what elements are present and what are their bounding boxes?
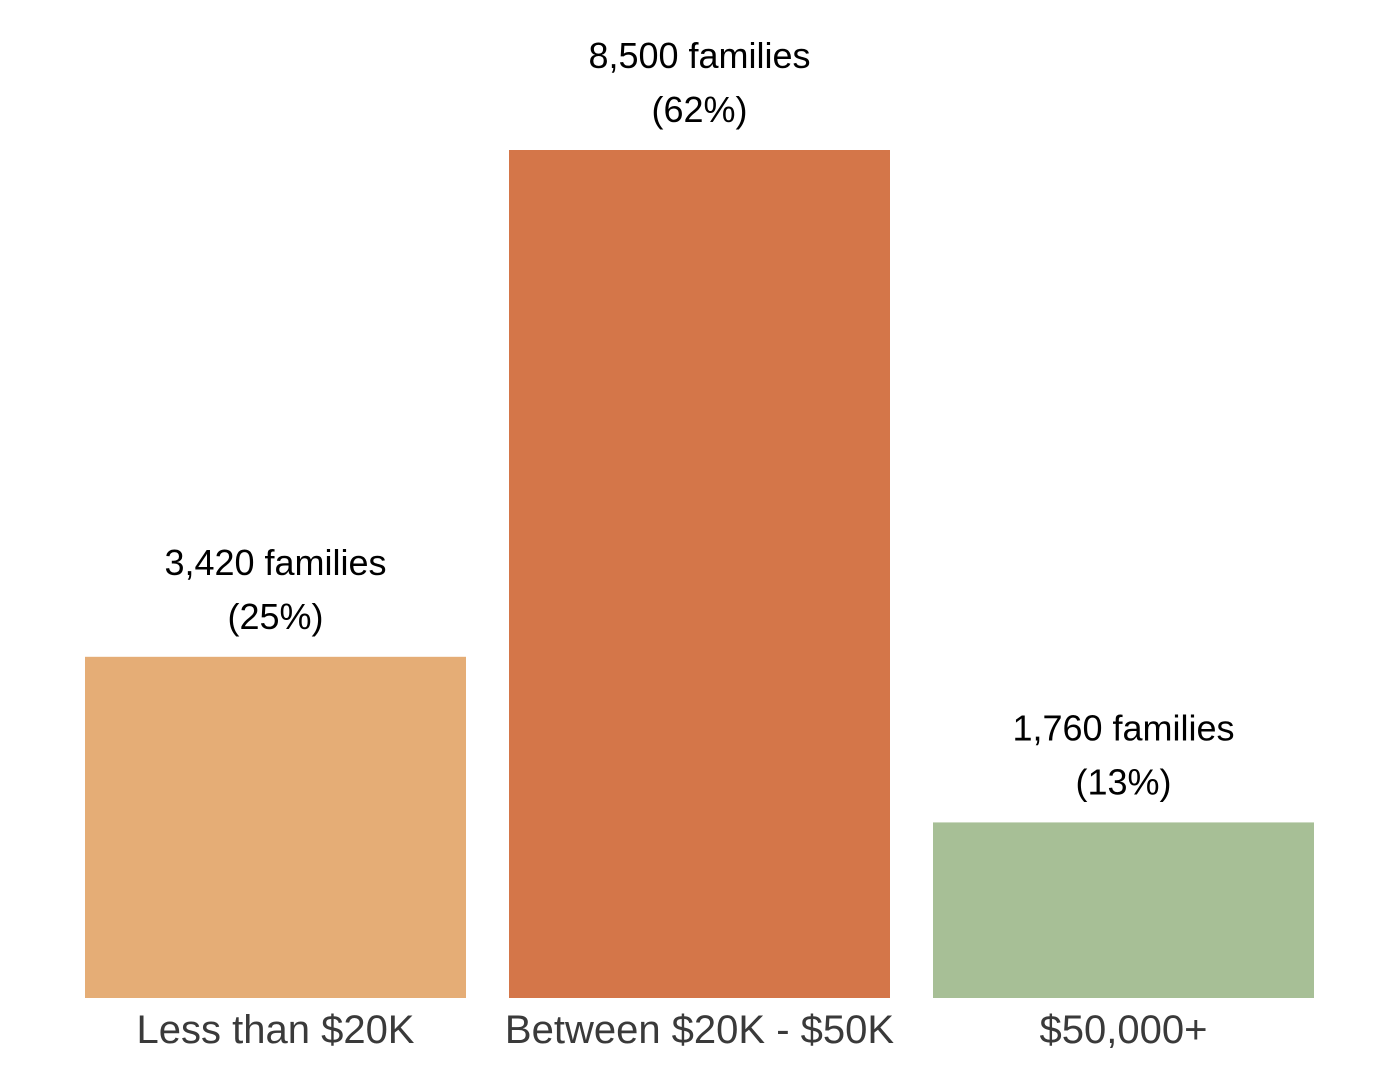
bar	[509, 150, 890, 998]
bar-value-label: 3,420 families	[164, 542, 386, 583]
x-tick-labels-group: Less than $20K Between $20K - $50K $50,000…	[137, 1008, 1208, 1052]
bars-group	[85, 150, 1314, 998]
bar	[85, 656, 466, 998]
x-tick-label: Between $20K - $50K	[505, 1008, 894, 1052]
bar-percent-label: (62%)	[651, 89, 747, 130]
bar-percent-label: (13%)	[1075, 761, 1171, 802]
bar-value-label: 8,500 families	[588, 35, 810, 76]
x-tick-label: Less than $20K	[137, 1008, 415, 1052]
bar-value-label: 1,760 families	[1012, 707, 1234, 748]
data-labels-group: 3,420 families (25%) 8,500 families (62%) 1,…	[164, 35, 1234, 802]
x-tick-label: $50,000+	[1040, 1008, 1208, 1052]
bar-percent-label: (25%)	[227, 596, 323, 637]
bar	[933, 822, 1314, 998]
